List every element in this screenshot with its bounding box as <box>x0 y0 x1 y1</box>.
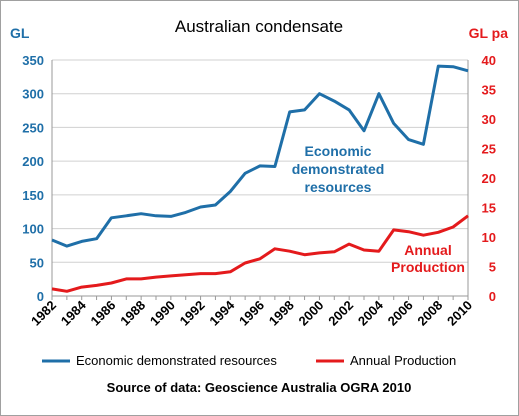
left-tick-label: 350 <box>22 53 44 68</box>
annotation-economic-resources: Economic <box>305 143 372 159</box>
right-axis-ticks: 0 5 10 15 20 25 30 35 40 <box>482 53 496 304</box>
right-tick-label: 15 <box>482 201 496 216</box>
annotation-annual-production: Production <box>391 259 465 275</box>
legend-label-economic-resources: Economic demonstrated resources <box>76 353 277 368</box>
annotation-layer: Economic demonstrated resources AnnualProdu… <box>292 143 465 275</box>
left-tick-label: 150 <box>22 188 44 203</box>
left-tick-label: 100 <box>22 222 44 237</box>
right-axis-unit: GL pa <box>469 25 509 41</box>
chart-title: Australian condensate <box>175 17 343 36</box>
right-tick-label: 30 <box>482 112 496 127</box>
left-tick-label: 0 <box>37 289 44 304</box>
left-axis-unit: GL <box>10 25 30 41</box>
left-tick-label: 200 <box>22 154 44 169</box>
right-tick-label: 10 <box>482 230 496 245</box>
right-tick-label: 40 <box>482 53 496 68</box>
left-tick-label: 250 <box>22 120 44 135</box>
right-tick-label: 5 <box>489 260 496 275</box>
annotation-economic-resources: demonstrated <box>292 161 385 177</box>
right-tick-label: 35 <box>482 83 496 98</box>
left-tick-label: 50 <box>30 255 44 270</box>
right-tick-label: 20 <box>482 171 496 186</box>
annotation-economic-resources: resources <box>305 179 372 195</box>
annotation-annual-production: Annual <box>404 242 451 258</box>
left-axis-ticks: 0 50 100 150 200 250 300 350 <box>22 53 44 304</box>
source-note: Source of data: Geoscience Australia OGR… <box>107 380 412 395</box>
left-tick-label: 300 <box>22 87 44 102</box>
right-tick-label: 25 <box>482 142 496 157</box>
legend-label-annual-production: Annual Production <box>350 353 456 368</box>
legend: Economic demonstrated resources Annual P… <box>42 353 456 368</box>
right-tick-label: 0 <box>489 289 496 304</box>
series-layer <box>51 64 469 293</box>
